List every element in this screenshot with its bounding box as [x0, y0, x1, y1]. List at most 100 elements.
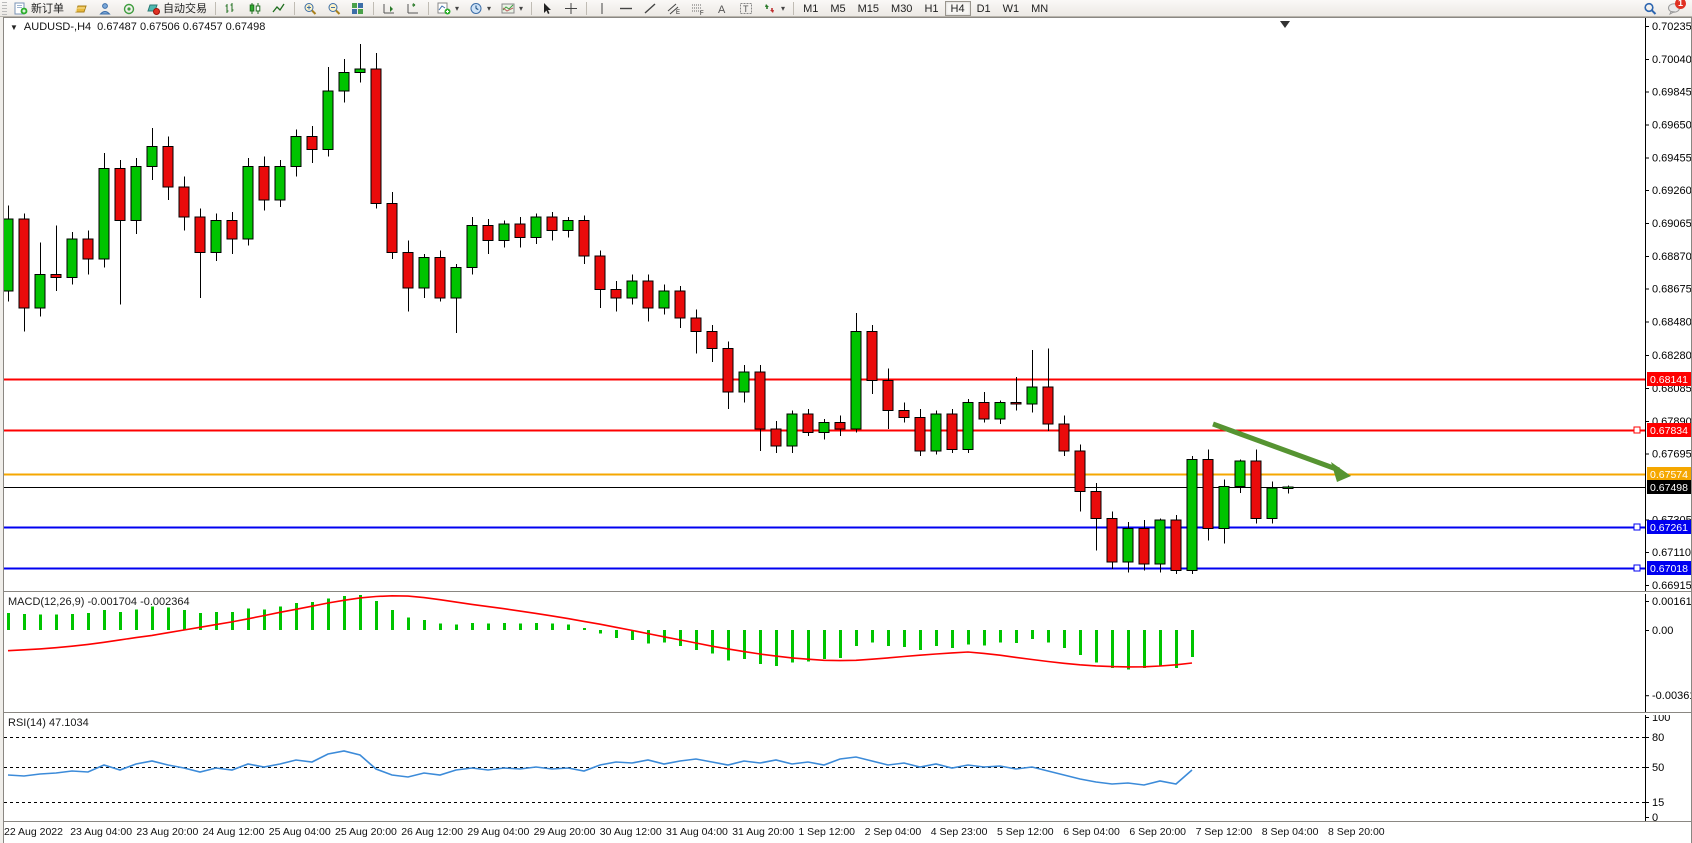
line-handle[interactable] — [1633, 564, 1641, 572]
date-label: 23 Aug 04:00 — [70, 826, 133, 838]
arrow-annotation[interactable] — [1212, 421, 1351, 482]
rsi-chart[interactable]: 100 80 50 15 0 — [4, 712, 1691, 824]
time-axis[interactable]: 22 Aug 2022 23 Aug 04:00 23 Aug 20:00 24 Au… — [4, 823, 1691, 843]
line-handle[interactable] — [1633, 426, 1641, 434]
pane-separator[interactable] — [4, 591, 1691, 593]
date-label: 30 Aug 12:00 — [599, 826, 662, 838]
text-tool-button[interactable]: A — [710, 1, 734, 16]
tab-timeframe-h1[interactable]: H1 — [924, 2, 939, 15]
new-order-label: 新订单 — [31, 3, 64, 15]
svg-text:T: T — [743, 4, 749, 14]
line-chart-mode-button[interactable] — [267, 1, 291, 16]
candlestick-mode-button[interactable] — [243, 1, 267, 16]
price-axis-tick: 0.70235 — [1652, 21, 1691, 33]
auto-trading-button[interactable]: 自动交易 — [141, 1, 212, 16]
toolbar-separator — [531, 1, 533, 15]
trendline-tool-button[interactable] — [638, 1, 662, 16]
auto-scroll-button[interactable] — [377, 1, 401, 16]
date-label: 1 Sep 12:00 — [798, 826, 856, 838]
text-label-tool-button[interactable]: T — [734, 1, 758, 16]
chart-shift-marker[interactable] — [1280, 21, 1290, 28]
tab-timeframe-m5[interactable]: M5 — [830, 2, 846, 15]
bar-chart-mode-button[interactable] — [219, 1, 243, 16]
chart-shift-button[interactable] — [401, 1, 425, 16]
tab-timeframe-m1[interactable]: M1 — [803, 2, 819, 15]
data-window-button[interactable] — [117, 1, 141, 16]
tab-timeframe-m30[interactable]: M30 — [891, 2, 913, 15]
candle — [1058, 415, 1070, 457]
rsi-line — [7, 750, 1193, 786]
periods-menu-button[interactable]: ▾ — [464, 1, 496, 16]
chat-button[interactable]: 1 — [1662, 0, 1686, 16]
profiles-button[interactable] — [69, 1, 93, 16]
zoom-in-button[interactable] — [298, 1, 322, 16]
auto-trading-label: 自动交易 — [163, 3, 207, 15]
indicators-menu-button[interactable]: ▾ — [432, 1, 464, 16]
cursor-tool-button[interactable] — [535, 1, 559, 16]
toolbar-grip[interactable] — [2, 1, 7, 15]
line-handle[interactable] — [1633, 523, 1641, 531]
tab-timeframe-m15[interactable]: M15 — [857, 2, 880, 15]
tile-windows-icon — [351, 2, 365, 15]
horizontal-line-icon — [619, 2, 633, 15]
search-button[interactable] — [1638, 1, 1662, 16]
chevron-down-icon[interactable]: ▼ — [10, 22, 18, 32]
price-chart[interactable]: 0.70235 0.70040 0.69845 0.69650 0.69455 0.692… — [2, 18, 1692, 592]
candle — [2, 205, 14, 302]
candle — [1234, 459, 1246, 494]
candle — [866, 324, 878, 394]
horizontal-line-tool-button[interactable] — [614, 1, 638, 16]
vertical-line-tool-button[interactable] — [590, 1, 614, 16]
rsi-pane[interactable]: RSI(14) 47.1034 100 80 50 15 0 — [4, 712, 1691, 824]
toolbar-separator — [294, 1, 295, 15]
tab-timeframe-h4[interactable]: H4 — [944, 0, 971, 16]
svg-text:E: E — [676, 10, 680, 15]
candle — [226, 212, 238, 255]
candle — [210, 213, 222, 261]
fibonacci-icon: F — [691, 2, 705, 17]
new-order-button[interactable]: 新订单 — [9, 1, 69, 16]
tile-windows-button[interactable] — [346, 1, 370, 16]
tab-timeframe-mn[interactable]: MN — [1031, 2, 1049, 15]
templates-menu-button[interactable]: ▾ — [496, 1, 528, 16]
crosshair-icon — [564, 2, 578, 15]
candle — [354, 44, 366, 83]
zoom-out-button[interactable] — [322, 1, 346, 16]
dropdown-caret: ▾ — [519, 3, 524, 13]
market-watch-button[interactable] — [93, 1, 117, 16]
arrows-tool-button[interactable]: ▾ — [758, 1, 790, 16]
fibonacci-tool-button[interactable]: F — [686, 1, 710, 17]
candle — [1170, 515, 1182, 574]
price-pane[interactable]: 0.70235 0.70040 0.69845 0.69650 0.69455 0.692… — [2, 18, 1692, 592]
macd-pane[interactable]: MACD(12,26,9) -0.001704 -0.002364 0.0016… — [4, 594, 1692, 712]
candle — [802, 408, 814, 436]
candle — [466, 217, 478, 275]
candle — [258, 156, 270, 211]
date-label: 25 Aug 04:00 — [268, 826, 331, 838]
chat-badge: 1 — [1674, 0, 1686, 9]
candle — [562, 217, 574, 238]
macd-chart[interactable]: 0.00161 0.00 -0.003619 — [4, 594, 1692, 712]
profiles-icon — [74, 2, 88, 15]
candle — [994, 400, 1006, 425]
rsi-axis-tick: 50 — [1652, 762, 1664, 774]
template-icon — [501, 2, 515, 15]
macd-label: MACD(12,26,9) -0.001704 -0.002364 — [8, 596, 190, 608]
date-label: 23 Aug 20:00 — [136, 826, 199, 838]
rsi-axis-tick: 15 — [1652, 797, 1664, 809]
equidistant-channel-tool-button[interactable]: E — [662, 1, 686, 16]
price-axis-tick: 0.67695 — [1652, 449, 1691, 461]
date-label: 4 Sep 23:00 — [930, 826, 988, 838]
tab-timeframe-d1[interactable]: D1 — [976, 2, 991, 15]
tab-timeframe-w1[interactable]: W1 — [1002, 2, 1020, 15]
macd-axis-tick: -0.003619 — [1652, 690, 1691, 702]
candle — [530, 213, 542, 245]
dropdown-caret: ▾ — [455, 3, 460, 13]
pane-separator[interactable] — [4, 712, 1691, 714]
price-axis-tick: 0.69065 — [1652, 218, 1691, 230]
svg-text:0.67498: 0.67498 — [1650, 482, 1688, 494]
crosshair-tool-button[interactable] — [559, 1, 583, 16]
candle — [66, 232, 78, 285]
candle — [418, 254, 430, 298]
price-axis-tick: 0.67110 — [1652, 547, 1691, 559]
